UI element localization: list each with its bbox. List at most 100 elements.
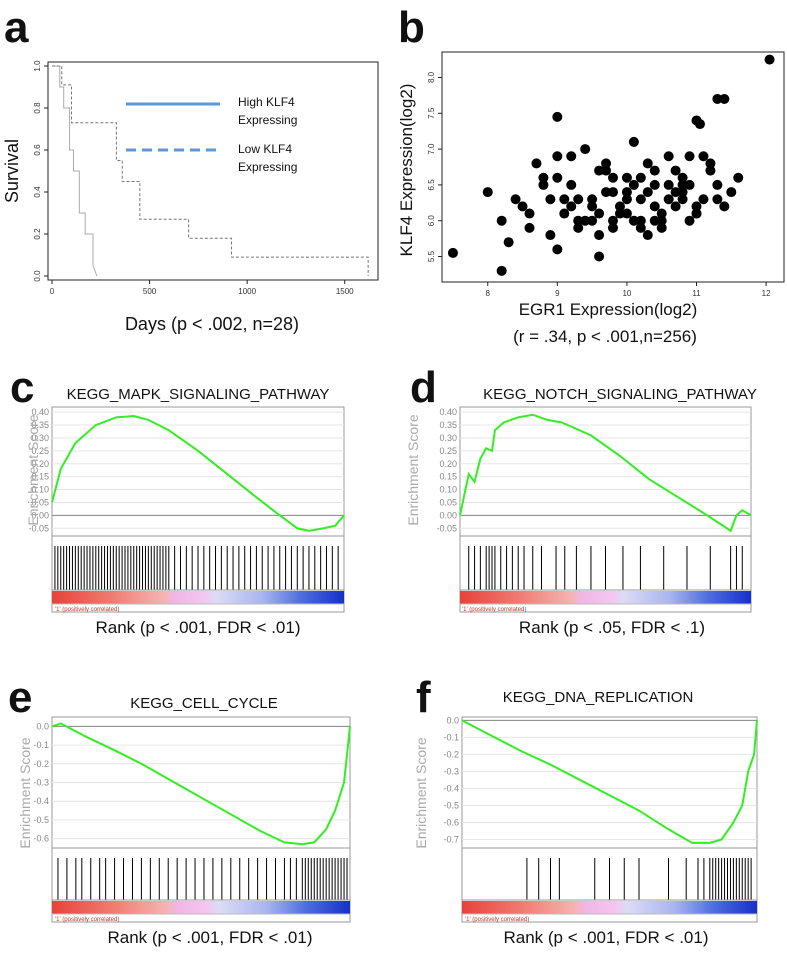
gsea-y-tick-label: 0.35 (31, 420, 49, 430)
scatter-point (538, 179, 549, 190)
scatter-points (447, 54, 775, 276)
scatter-y-tick-label: 6.0 (427, 215, 436, 227)
gsea-y-tick-label: 0.10 (439, 485, 457, 495)
scatter-point (601, 187, 612, 198)
gsea-frame (459, 406, 752, 613)
km-y-tick-label: 0.8 (33, 102, 42, 114)
scatter-point (580, 215, 591, 226)
scatter-point (545, 194, 556, 205)
scatter-point (705, 158, 716, 169)
panel-label-a: a (4, 3, 29, 52)
scatter-point (691, 208, 702, 219)
scatter-y-tick-label: 7.0 (427, 143, 436, 155)
gsea-f-title: KEGG_DNA_REPLICATION (503, 689, 694, 706)
panel-f: f KEGG_DNA_REPLICATION 0.0 -0.1 -0.2 -0.3 -0… (413, 673, 758, 947)
gsea-c-y-axis-label: Enrichment Score (25, 414, 41, 525)
scatter-plot-frame (441, 51, 785, 283)
scatter-point (635, 194, 646, 205)
scatter-y-ticks: 5.5 6.0 6.5 7.0 7.5 8.0 (427, 71, 442, 262)
panel-e: e KEGG_CELL_CYCLE 0.0 -0.1 -0.2 -0.3 -0.4 -0.… (8, 673, 351, 947)
scatter-point (635, 215, 646, 226)
scatter-point (580, 144, 591, 155)
scatter-point (628, 136, 639, 147)
gsea-frame (461, 716, 758, 923)
scatter-point (503, 237, 514, 248)
scatter-point (712, 179, 723, 190)
scatter-y-tick-label: 5.5 (427, 250, 436, 262)
scatter-point (566, 151, 577, 162)
gsea-enrichment-curve (51, 722, 351, 846)
scatter-point (566, 201, 577, 212)
scatter-point (594, 230, 605, 241)
scatter-point (635, 222, 646, 233)
scatter-x-tick-label: 11 (692, 289, 701, 298)
km-y-tick-label: 0.4 (33, 186, 42, 198)
gsea-ranking-bar (460, 591, 751, 604)
gsea-y-tick-label: -0.6 (443, 817, 459, 827)
scatter-point (694, 119, 705, 130)
gsea-e-title: KEGG_CELL_CYCLE (130, 695, 278, 712)
gsea-y-tick-label: -0.2 (33, 759, 49, 769)
scatter-point (524, 208, 535, 219)
km-curve-low (52, 65, 369, 276)
km-x-ticks: 0 500 1000 1500 (50, 280, 354, 296)
gsea-enrichment-curve (51, 415, 345, 532)
gsea-y-tick-label: -0.3 (33, 778, 49, 788)
gsea-ranking-bar (52, 591, 344, 604)
gsea-y-tick-label: 0.20 (439, 459, 457, 469)
scatter-point (733, 172, 744, 183)
gsea-y-tick-label: -0.05 (436, 523, 457, 533)
panel-label-f: f (416, 673, 431, 722)
gsea-y-tick-label: -0.5 (443, 800, 459, 810)
scatter-point (684, 179, 695, 190)
scatter-point (712, 194, 723, 205)
scatter-point (614, 208, 625, 219)
scatter-point (601, 165, 612, 176)
panel-b: b 5.5 6.0 6.5 7.0 7.5 8.0 8 9 10 11 12 KLF4 Expre… (397, 3, 785, 346)
km-plot-frame (47, 61, 379, 281)
panel-label-e: e (8, 673, 32, 722)
scatter-point (608, 222, 618, 233)
gsea-y-tick-label: 0.0 (36, 721, 49, 731)
scatter-x-ticks: 8 9 10 11 12 (486, 282, 771, 298)
legend-high-label: High KLF4 (238, 95, 295, 109)
scatter-point (608, 172, 618, 183)
gsea-y-tick-label: 0.0 (446, 715, 459, 725)
scatter-point (642, 187, 653, 198)
gsea-y-tick-label: -0.7 (443, 834, 459, 844)
scatter-point (559, 208, 570, 219)
scatter-point (552, 244, 563, 255)
gsea-plot-e: 0.0 -0.1 -0.2 -0.3 -0.4 -0.5 -0.6 (33, 716, 351, 923)
gsea-e-y-axis-label: Enrichment Score (17, 737, 33, 848)
scatter-point (552, 111, 563, 122)
scatter-point (712, 93, 723, 104)
scatter-point (587, 215, 598, 226)
scatter-point (621, 172, 632, 183)
scatter-point (691, 201, 702, 212)
gsea-plot-d: 0.40 0.35 0.30 0.25 0.20 0.15 0.10 0.05 0.00 -0.0… (436, 406, 752, 613)
gsea-y-tick-label: 0.30 (31, 433, 49, 443)
scatter-point (552, 151, 563, 162)
scatter-point (663, 151, 674, 162)
gsea-y-tick-label: 0.40 (439, 407, 457, 417)
gsea-y-tick-label: 0.05 (31, 497, 49, 507)
gsea-enrichment-curve (459, 413, 752, 533)
legend-high-label-line2: Expressing (238, 113, 297, 127)
scatter-point (656, 222, 667, 233)
panel-label-b: b (398, 3, 425, 52)
gsea-c-x-axis-label: Rank (p < .001, FDR < .01) (95, 618, 300, 637)
scatter-point (684, 215, 695, 226)
scatter-point (719, 201, 730, 212)
gsea-plot-f: 0.0 -0.1 -0.2 -0.3 -0.4 -0.5 -0.6 -0.7 (443, 715, 758, 923)
scatter-point (764, 54, 775, 65)
scatter-point (587, 201, 598, 212)
gsea-y-tick-label: 0.00 (439, 510, 457, 520)
gsea-y-tick-label: -0.6 (33, 834, 49, 844)
scatter-point (614, 201, 625, 212)
km-x-axis-label: Days (p < .002, n=28) (125, 314, 299, 334)
scatter-point (635, 172, 646, 183)
scatter-point (628, 179, 639, 190)
scatter-point (621, 194, 632, 205)
gsea-ranking-bar (462, 901, 757, 914)
scatter-point (649, 179, 660, 190)
